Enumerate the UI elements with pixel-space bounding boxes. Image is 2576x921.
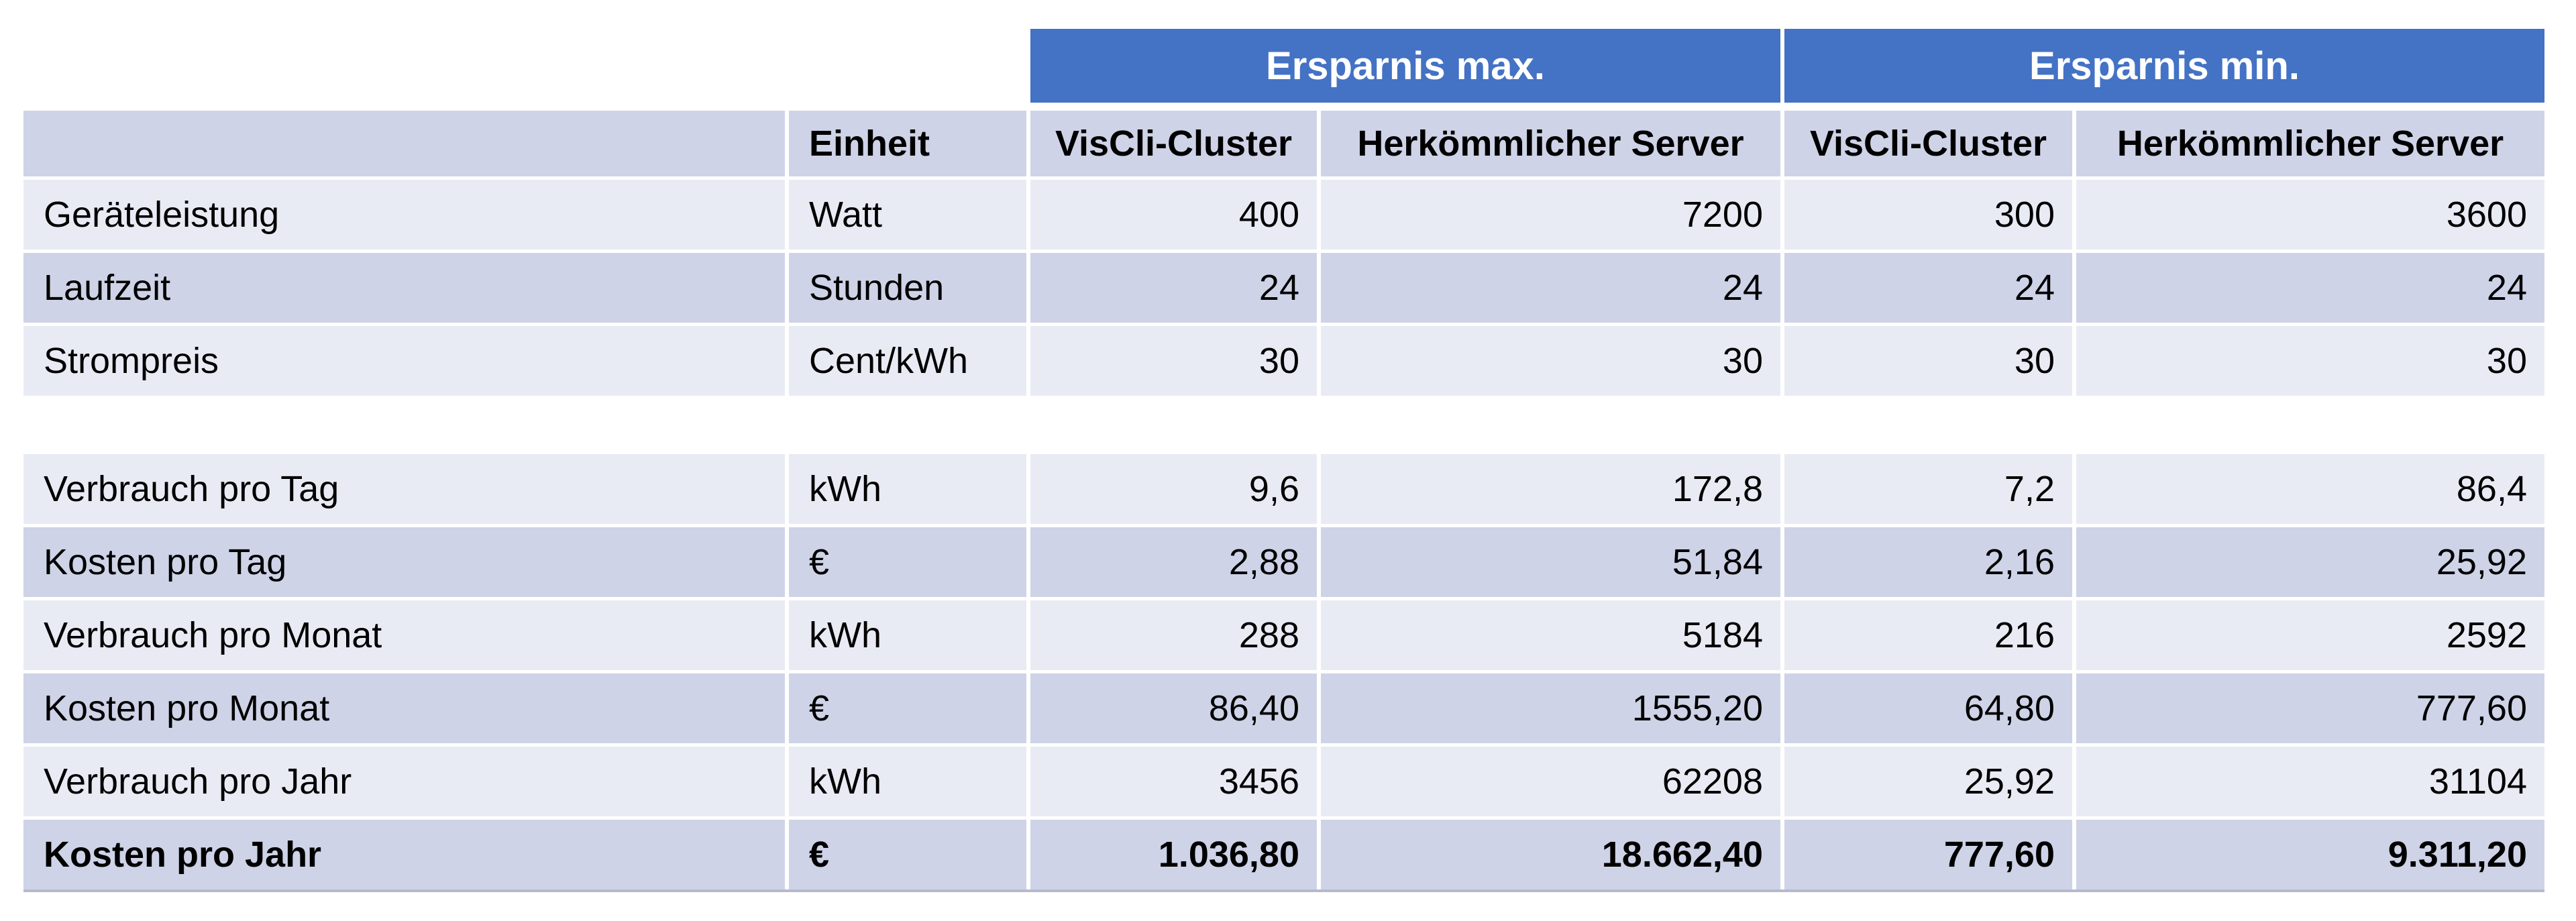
table-body: Geräteleistung Watt 400 7200 300 3600 La… bbox=[23, 180, 2544, 889]
value-cell-ersparnis-max-viscli: 3456 bbox=[1030, 747, 1317, 816]
column-header-herkoemmlicher-server-min: Herkömmlicher Server bbox=[2076, 111, 2544, 176]
value-cell-ersparnis-min-viscli: 300 bbox=[1784, 180, 2072, 250]
value-cell-ersparnis-max-viscli: 400 bbox=[1030, 180, 1317, 250]
value-cell-ersparnis-min-server: 30 bbox=[2076, 326, 2544, 396]
row-unit-cell: € bbox=[789, 820, 1026, 889]
value-cell-ersparnis-min-server: 31104 bbox=[2076, 747, 2544, 816]
row-label-cell: Verbrauch pro Jahr bbox=[23, 747, 785, 816]
row-label-cell: Geräteleistung bbox=[23, 180, 785, 250]
column-header-viscli-cluster-min: VisCli-Cluster bbox=[1784, 111, 2072, 176]
value-cell-ersparnis-max-viscli: 9,6 bbox=[1030, 454, 1317, 524]
value-cell-ersparnis-max-server: 7200 bbox=[1321, 180, 1780, 250]
savings-comparison-table: Ersparnis max. Ersparnis min. Einheit Vi… bbox=[23, 29, 2544, 892]
value-cell-ersparnis-max-viscli: 30 bbox=[1030, 326, 1317, 396]
value-cell-ersparnis-min-viscli: 2,16 bbox=[1784, 527, 2072, 597]
row-unit-cell: kWh bbox=[789, 600, 1026, 670]
value-cell-ersparnis-min-server: 86,4 bbox=[2076, 454, 2544, 524]
value-cell-ersparnis-max-server: 24 bbox=[1321, 253, 1780, 323]
table-row: Verbrauch pro Jahr kWh 3456 62208 25,92 … bbox=[23, 747, 2544, 816]
value-cell-ersparnis-max-server: 62208 bbox=[1321, 747, 1780, 816]
column-header-einheit: Einheit bbox=[789, 111, 1026, 176]
column-header-empty bbox=[23, 111, 785, 176]
value-cell-ersparnis-min-viscli: 25,92 bbox=[1784, 747, 2072, 816]
value-cell-ersparnis-min-server: 25,92 bbox=[2076, 527, 2544, 597]
value-cell-ersparnis-min-viscli: 24 bbox=[1784, 253, 2072, 323]
value-cell-ersparnis-max-viscli: 1.036,80 bbox=[1030, 820, 1317, 889]
table-row: Kosten pro Jahr € 1.036,80 18.662,40 777… bbox=[23, 820, 2544, 889]
row-unit-cell: kWh bbox=[789, 454, 1026, 524]
value-cell-ersparnis-max-server: 18.662,40 bbox=[1321, 820, 1780, 889]
value-cell-ersparnis-max-server: 1555,20 bbox=[1321, 673, 1780, 743]
table-row: Verbrauch pro Tag kWh 9,6 172,8 7,2 86,4 bbox=[23, 454, 2544, 524]
row-unit-cell: Watt bbox=[789, 180, 1026, 250]
row-label-cell: Verbrauch pro Monat bbox=[23, 600, 785, 670]
value-cell-ersparnis-max-viscli: 288 bbox=[1030, 600, 1317, 670]
row-unit-cell: Stunden bbox=[789, 253, 1026, 323]
table-bottom-border bbox=[23, 889, 2544, 892]
table-row: Kosten pro Monat € 86,40 1555,20 64,80 7… bbox=[23, 673, 2544, 743]
row-unit-cell: Cent/kWh bbox=[789, 326, 1026, 396]
value-cell-ersparnis-min-server: 9.311,20 bbox=[2076, 820, 2544, 889]
column-header-viscli-cluster-max: VisCli-Cluster bbox=[1030, 111, 1317, 176]
row-label-cell: Strompreis bbox=[23, 326, 785, 396]
row-unit-cell: kWh bbox=[789, 747, 1026, 816]
table-row: Strompreis Cent/kWh 30 30 30 30 bbox=[23, 326, 2544, 396]
value-cell-ersparnis-min-viscli: 64,80 bbox=[1784, 673, 2072, 743]
table-row: Verbrauch pro Monat kWh 288 5184 216 259… bbox=[23, 600, 2544, 670]
value-cell-ersparnis-max-viscli: 86,40 bbox=[1030, 673, 1317, 743]
value-cell-ersparnis-min-viscli: 216 bbox=[1784, 600, 2072, 670]
value-cell-ersparnis-min-viscli: 30 bbox=[1784, 326, 2072, 396]
value-cell-ersparnis-max-viscli: 2,88 bbox=[1030, 527, 1317, 597]
banner-ersparnis-max: Ersparnis max. bbox=[1030, 29, 1780, 103]
value-cell-ersparnis-min-server: 24 bbox=[2076, 253, 2544, 323]
table-row: Geräteleistung Watt 400 7200 300 3600 bbox=[23, 180, 2544, 250]
value-cell-ersparnis-min-server: 777,60 bbox=[2076, 673, 2544, 743]
value-cell-ersparnis-max-server: 172,8 bbox=[1321, 454, 1780, 524]
value-cell-ersparnis-min-viscli: 7,2 bbox=[1784, 454, 2072, 524]
banner-spacer bbox=[23, 29, 1026, 103]
value-cell-ersparnis-min-server: 3600 bbox=[2076, 180, 2544, 250]
row-label-cell: Kosten pro Tag bbox=[23, 527, 785, 597]
banner-row: Ersparnis max. Ersparnis min. bbox=[23, 29, 2544, 103]
row-label-cell: Kosten pro Jahr bbox=[23, 820, 785, 889]
column-header-herkoemmlicher-server-max: Herkömmlicher Server bbox=[1321, 111, 1780, 176]
row-unit-cell: € bbox=[789, 673, 1026, 743]
value-cell-ersparnis-min-server: 2592 bbox=[2076, 600, 2544, 670]
value-cell-ersparnis-max-server: 51,84 bbox=[1321, 527, 1780, 597]
table-row: Kosten pro Tag € 2,88 51,84 2,16 25,92 bbox=[23, 527, 2544, 597]
row-unit-cell: € bbox=[789, 527, 1026, 597]
value-cell-ersparnis-max-server: 30 bbox=[1321, 326, 1780, 396]
table-row: Laufzeit Stunden 24 24 24 24 bbox=[23, 253, 2544, 323]
value-cell-ersparnis-min-viscli: 777,60 bbox=[1784, 820, 2072, 889]
row-label-cell: Verbrauch pro Tag bbox=[23, 454, 785, 524]
row-label-cell: Laufzeit bbox=[23, 253, 785, 323]
value-cell-ersparnis-max-server: 5184 bbox=[1321, 600, 1780, 670]
row-label-cell: Kosten pro Monat bbox=[23, 673, 785, 743]
banner-ersparnis-min: Ersparnis min. bbox=[1784, 29, 2544, 103]
value-cell-ersparnis-max-viscli: 24 bbox=[1030, 253, 1317, 323]
column-header-row: Einheit VisCli-Cluster Herkömmlicher Ser… bbox=[23, 111, 2544, 176]
